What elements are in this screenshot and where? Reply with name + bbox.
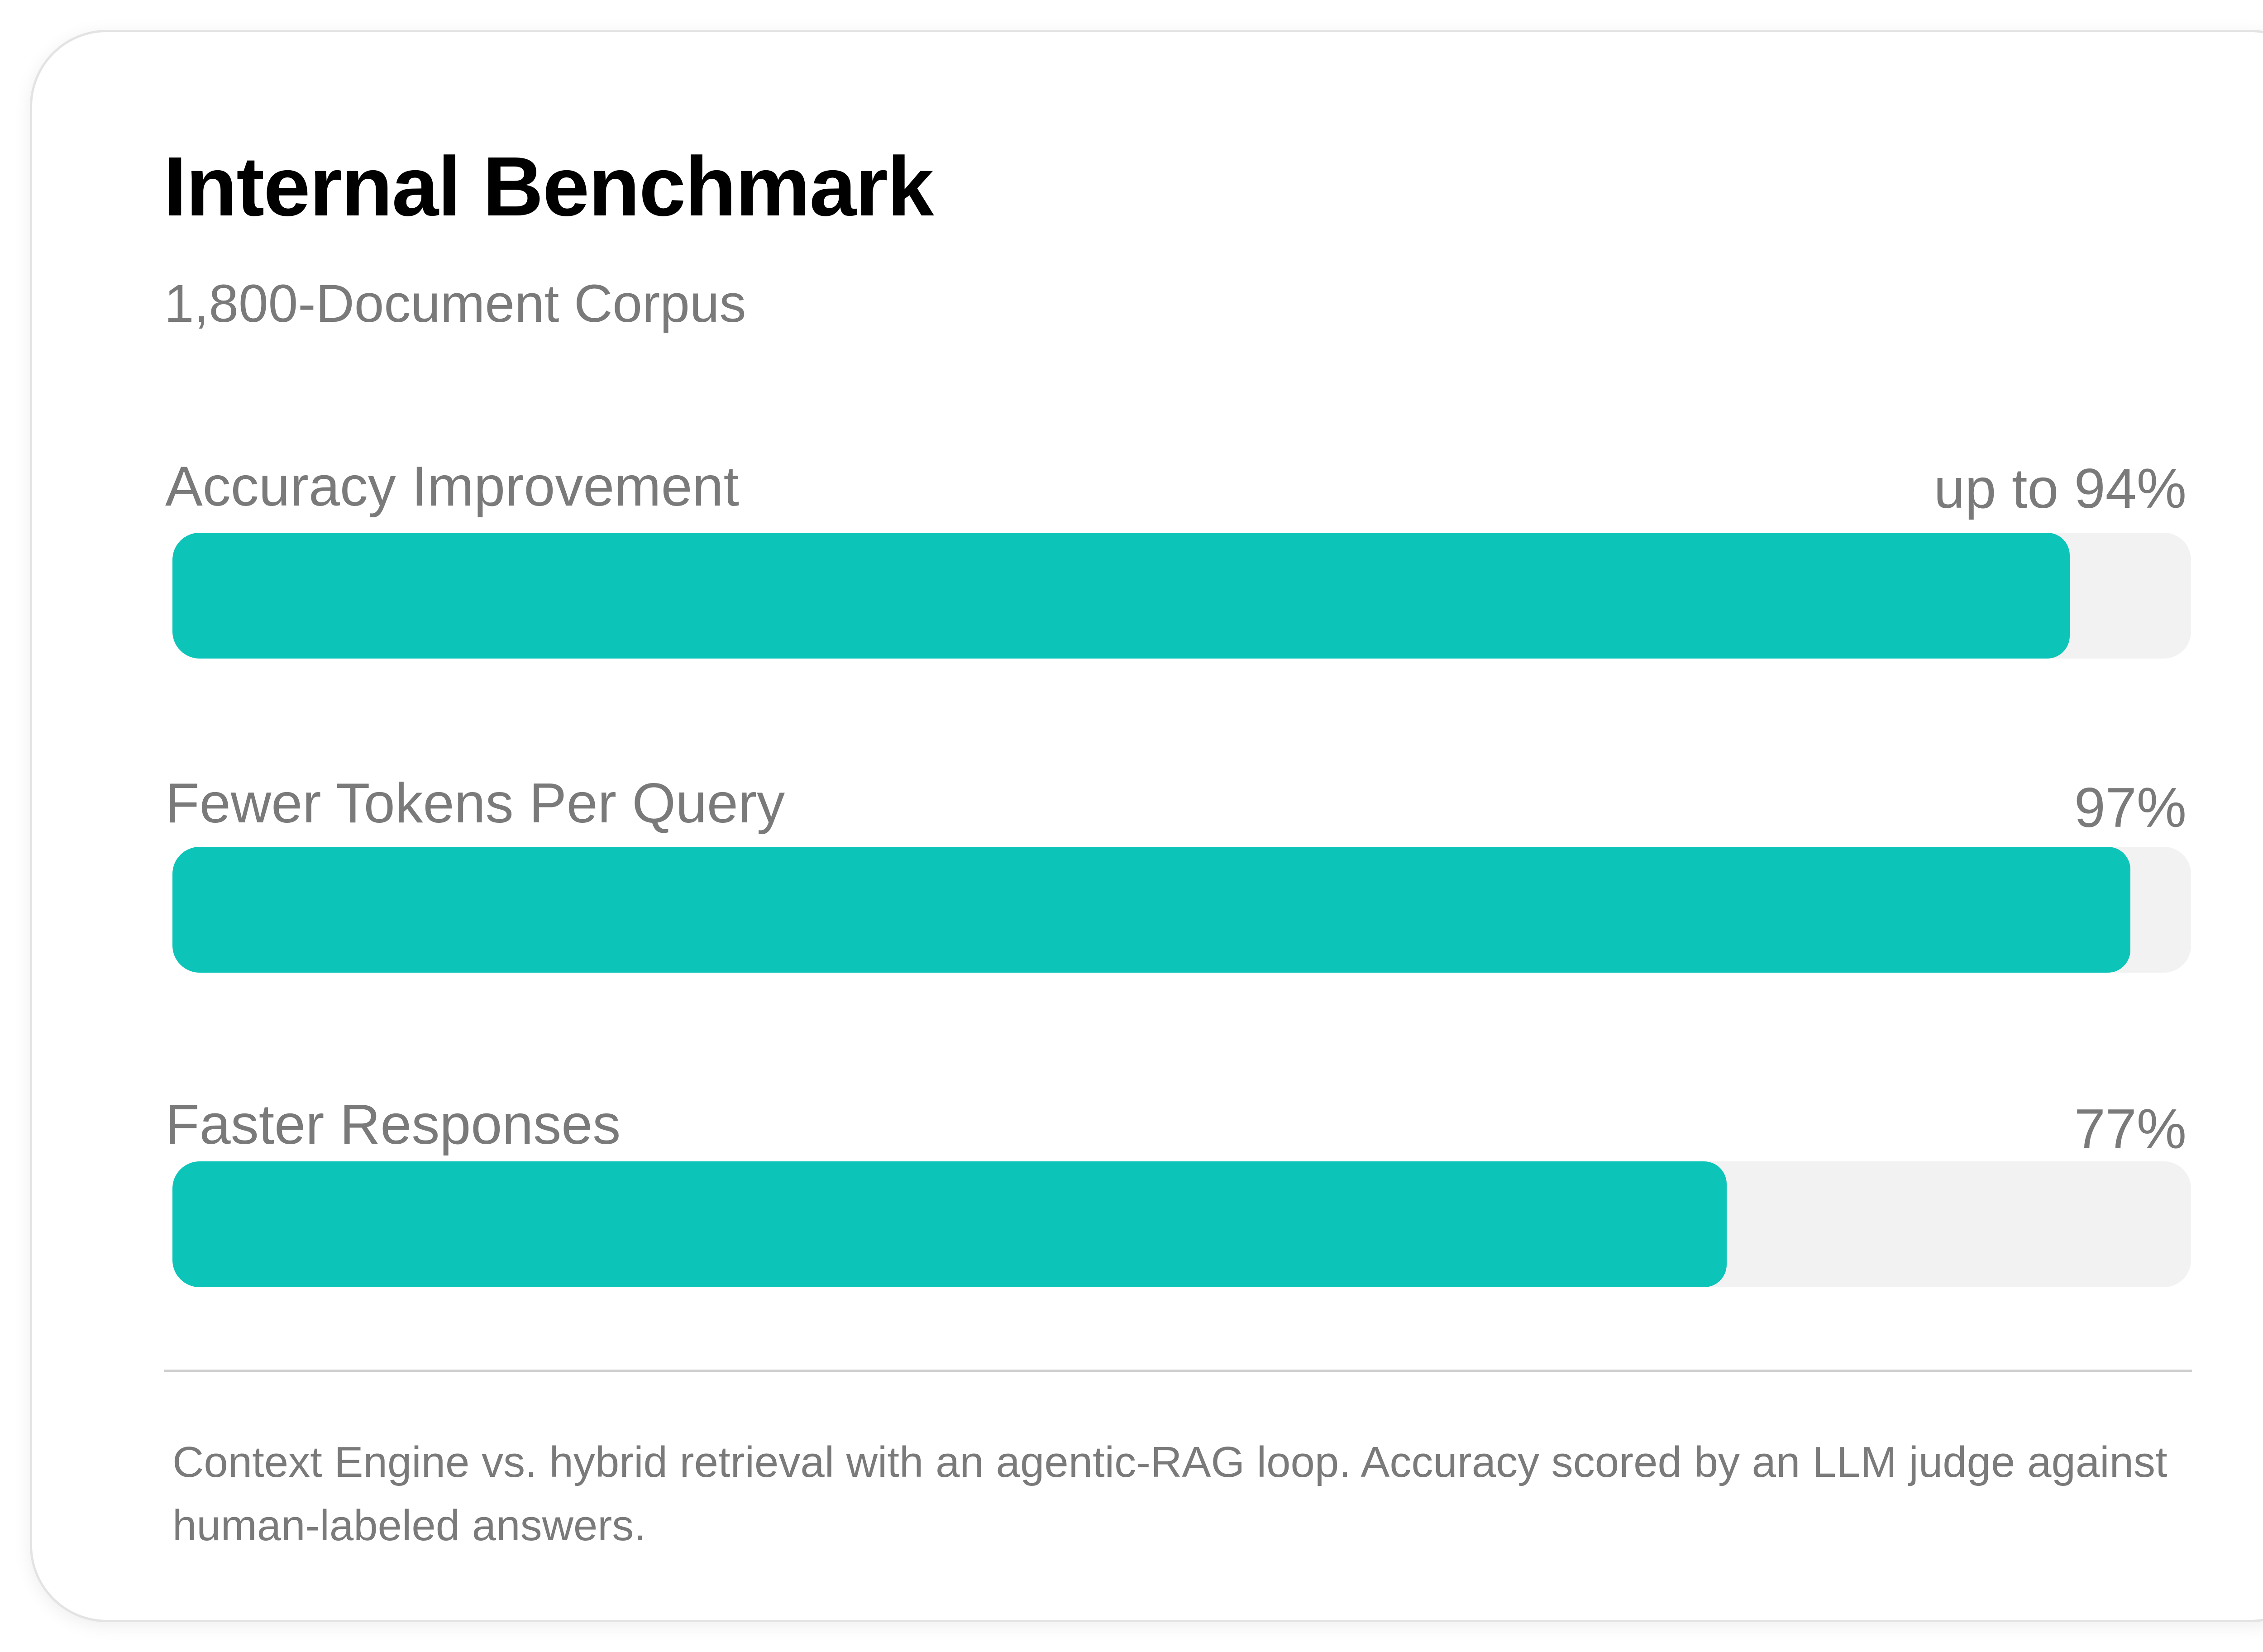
- metric-label: Fewer Tokens Per Query: [165, 772, 785, 835]
- bar-track: [172, 1161, 2191, 1287]
- bar-fill: [172, 1161, 1727, 1287]
- footnote: Context Engine vs. hybrid retrieval with…: [172, 1438, 2168, 1550]
- metric-label: Accuracy Improvement: [165, 455, 739, 518]
- card-title: Internal Benchmark: [163, 140, 934, 234]
- metric-value-label: 77%: [2074, 1098, 2187, 1160]
- divider: [164, 1370, 2192, 1372]
- card-subtitle: 1,800-Document Corpus: [164, 274, 746, 334]
- bar-track: [172, 533, 2191, 659]
- benchmark-card: Internal Benchmark 1,800-Document Corpus…: [30, 30, 2263, 1622]
- bar-fill: [172, 847, 2131, 973]
- bar-chart: Accuracy Improvement up to 94% Fewer Token…: [32, 32, 2263, 1620]
- bar-track: [172, 847, 2191, 973]
- metric-value-label: 97%: [2074, 777, 2187, 839]
- bar-fill: [172, 533, 2070, 659]
- metric-label: Faster Responses: [165, 1093, 621, 1156]
- metric-value-label: up to 94%: [1934, 458, 2187, 520]
